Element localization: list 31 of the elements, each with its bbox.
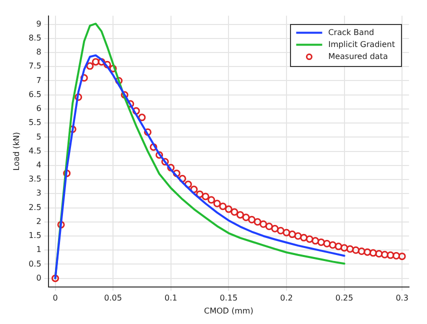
x-tick-label: 0.15 <box>220 294 238 303</box>
x-tick-label: 0.1 <box>164 294 178 303</box>
y-tick-label: 7.5 <box>28 62 42 71</box>
y-tick-label: 2.5 <box>28 202 42 212</box>
y-tick-label: 2 <box>36 216 42 226</box>
y-tick-label: 0.5 <box>28 259 42 268</box>
y-tick-label: 1 <box>36 245 42 254</box>
legend-label: Implicit Gradient <box>328 40 395 49</box>
y-tick-label: 3 <box>36 188 42 198</box>
y-tick-label: 7 <box>36 76 42 85</box>
x-axis-title: CMOD (mm) <box>204 306 254 316</box>
y-tick-label: 6 <box>36 104 42 114</box>
y-tick-label: 5.5 <box>28 118 42 128</box>
y-axis-title: Load (kN) <box>12 132 21 171</box>
y-tick-label: 5 <box>36 132 42 142</box>
x-tick-label: 0.3 <box>396 294 408 303</box>
y-tick-label: 0 <box>36 273 42 282</box>
y-tick-label: 4 <box>36 160 42 170</box>
y-tick-label: 9 <box>36 19 42 28</box>
y-tick-label: 4.5 <box>28 146 42 156</box>
x-tick-label: 0.25 <box>335 294 354 303</box>
legend-label: Crack Band <box>328 28 374 37</box>
x-tick-label: 0.05 <box>104 294 122 303</box>
y-tick-label: 1.5 <box>28 231 42 240</box>
y-tick-label: 6.5 <box>28 90 42 99</box>
y-tick-label: 8.5 <box>28 33 42 42</box>
y-tick-label: 8 <box>36 48 42 57</box>
legend-label: Measured data <box>328 52 388 61</box>
x-tick-label: 0.2 <box>280 294 293 303</box>
y-tick-label: 3.5 <box>28 174 42 184</box>
x-tick-label: 0 <box>52 294 58 303</box>
